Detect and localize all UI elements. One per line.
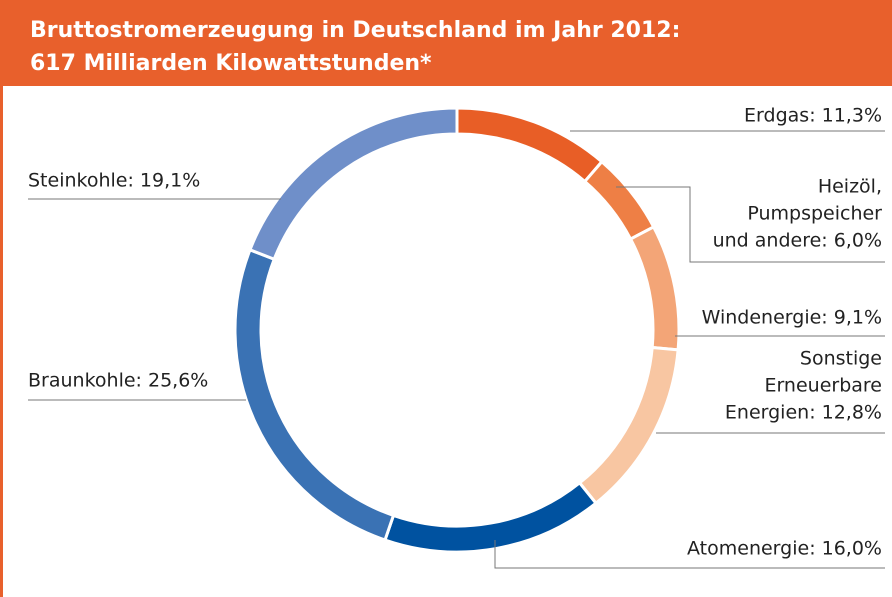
data-label: Steinkohle: 19,1% <box>28 170 200 192</box>
chart-title: Bruttostromerzeugung in Deutschland im J… <box>30 18 680 43</box>
donut-segment <box>233 247 396 542</box>
leader-line <box>494 540 885 569</box>
donut-segment <box>383 480 599 554</box>
data-label: und andere: 6,0% <box>713 230 882 252</box>
data-label: Pumpspeicher <box>747 203 882 225</box>
data-label: Heizöl, <box>818 176 882 198</box>
header <box>0 0 892 86</box>
donut-segment <box>455 106 604 184</box>
side-border <box>0 86 3 597</box>
data-label: Braunkohle: 25,6% <box>28 370 208 392</box>
data-label: Erneuerbare <box>764 375 882 397</box>
leader-line <box>616 186 885 263</box>
data-label: Windenergie: 9,1% <box>702 307 882 329</box>
chart-subtitle: 617 Milliarden Kilowattstunden* <box>30 51 432 76</box>
donut-segment <box>248 106 459 262</box>
data-label: Atomenergie: 16,0% <box>687 538 882 560</box>
donut-segment <box>628 224 681 352</box>
data-label: Energien: 12,8% <box>725 402 882 424</box>
data-label: Sonstige <box>800 348 882 370</box>
donut-segment <box>577 345 680 506</box>
donut-segment <box>582 159 656 242</box>
data-label: Erdgas: 11,3% <box>744 105 882 127</box>
